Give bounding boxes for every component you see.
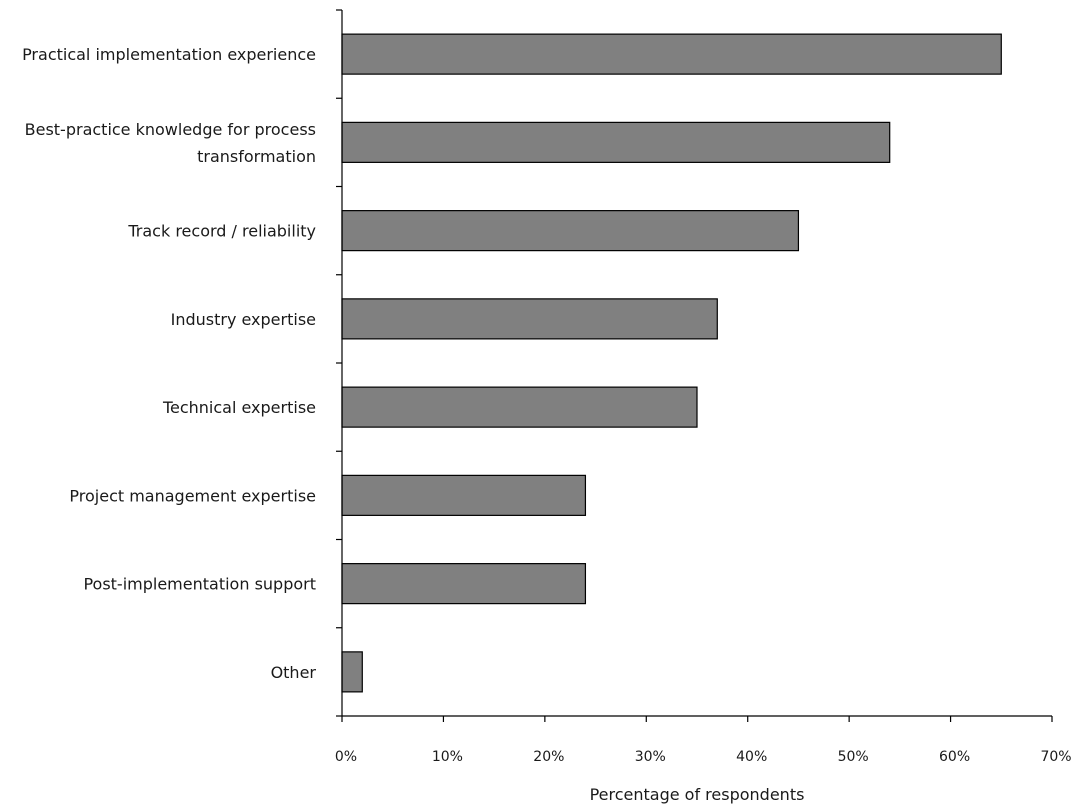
y-axis-ticks <box>336 10 342 716</box>
x-tick-label: 70% <box>1040 749 1071 765</box>
bar <box>342 34 1001 74</box>
category-label-line: Practical implementation experience <box>22 45 316 64</box>
x-tick-label: 10% <box>432 749 463 765</box>
bars-group <box>342 34 1001 692</box>
x-tick-label: 20% <box>533 749 564 765</box>
category-label: Industry expertise <box>171 310 316 329</box>
x-tick-label: 0% <box>335 749 357 765</box>
category-label-line: Technical expertise <box>162 398 316 417</box>
category-label: Project management expertise <box>69 486 316 505</box>
bar <box>342 475 585 515</box>
bar <box>342 211 798 251</box>
category-label: Track record / reliability <box>127 222 316 241</box>
bar <box>342 652 362 692</box>
category-label-line: Other <box>271 663 317 682</box>
category-label-line: Best-practice knowledge for process <box>25 120 316 139</box>
category-label: Post-implementation support <box>83 575 316 594</box>
category-label-line: transformation <box>197 147 316 166</box>
category-label: Practical implementation experience <box>22 45 316 64</box>
category-label-line: Track record / reliability <box>127 222 316 241</box>
x-axis-title: Percentage of respondents <box>590 785 805 804</box>
x-axis-ticks <box>342 716 1052 722</box>
bar <box>342 299 717 339</box>
x-tick-labels: 0% 10% 20% 30% 40% 50% 60% 70% <box>335 749 1072 765</box>
x-tick-label: 30% <box>635 749 666 765</box>
category-label-line: Post-implementation support <box>83 575 316 594</box>
bar <box>342 387 697 427</box>
category-label: Technical expertise <box>162 398 316 417</box>
x-tick-label: 60% <box>939 749 970 765</box>
bar <box>342 564 585 604</box>
category-label: Best-practice knowledge for process trans… <box>25 120 316 166</box>
category-label-line: Industry expertise <box>171 310 316 329</box>
x-tick-label: 40% <box>736 749 767 765</box>
category-label-line: Project management expertise <box>69 486 316 505</box>
category-label: Other <box>271 663 317 682</box>
x-tick-label: 50% <box>838 749 869 765</box>
category-labels: Practical implementation experience Best-… <box>22 45 316 682</box>
bar <box>342 122 890 162</box>
